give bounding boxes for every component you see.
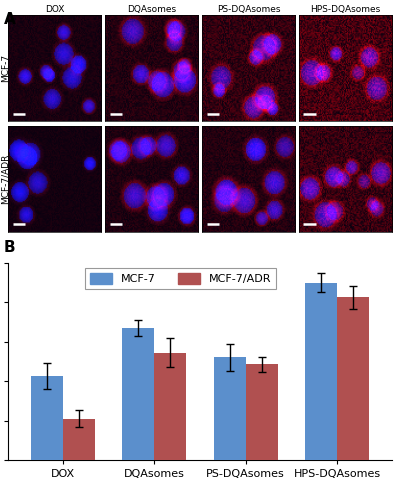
Y-axis label: MCF-7: MCF-7: [1, 54, 10, 82]
Bar: [63, 418, 95, 460]
Text: B: B: [4, 240, 16, 255]
Title: PS-DQAsomes: PS-DQAsomes: [217, 5, 280, 14]
Bar: [122, 328, 154, 460]
Title: HPS-DQAsomes: HPS-DQAsomes: [310, 5, 380, 14]
Bar: [305, 282, 337, 460]
Bar: [154, 352, 186, 460]
Bar: [337, 298, 369, 460]
Y-axis label: MCF-7/ADR: MCF-7/ADR: [1, 154, 10, 204]
Title: DOX: DOX: [45, 5, 64, 14]
Bar: [214, 358, 246, 460]
Bar: [31, 376, 63, 460]
Text: A: A: [4, 12, 16, 28]
Bar: [246, 364, 278, 460]
Title: DQAsomes: DQAsomes: [127, 5, 176, 14]
Legend: MCF-7, MCF-7/ADR: MCF-7, MCF-7/ADR: [86, 268, 276, 289]
